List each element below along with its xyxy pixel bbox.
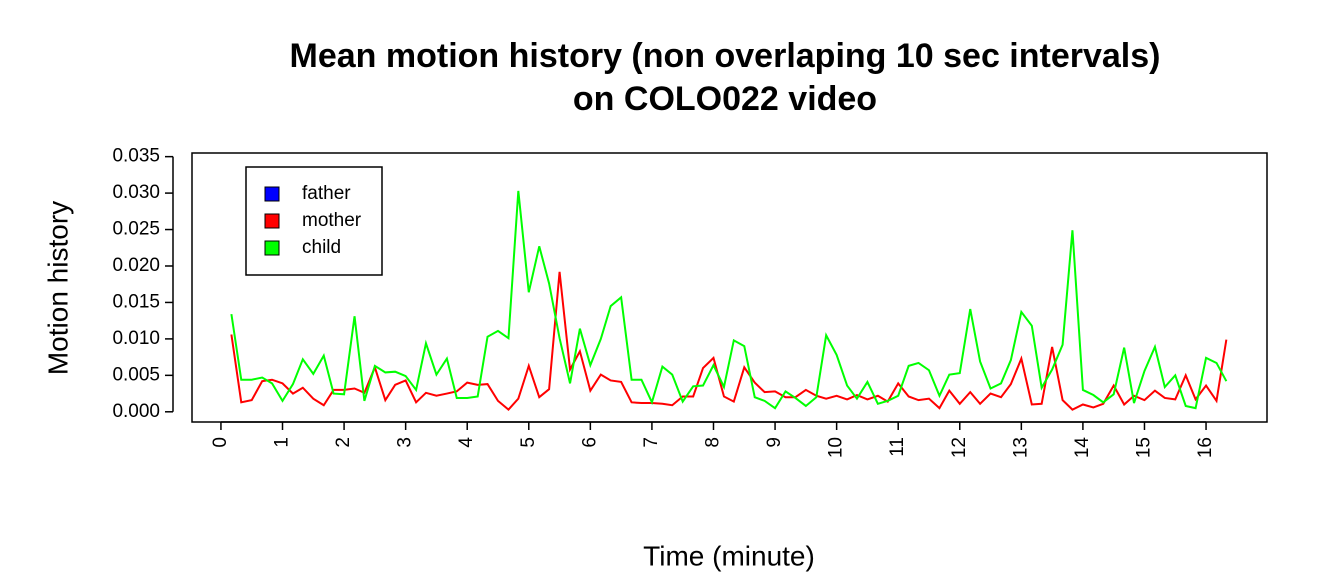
y-tick-label: 0.015 [112, 291, 160, 312]
chart-title: on COLO022 video [573, 80, 877, 118]
y-axis-label: Motion history [42, 201, 73, 375]
y-tick-label: 0.020 [112, 255, 160, 276]
x-axis-label: Time (minute) [643, 540, 815, 571]
legend-swatch [264, 186, 280, 202]
series-line [230, 271, 1228, 411]
legend-label: father [302, 183, 351, 204]
x-tick-label: 11 [887, 437, 908, 457]
y-tick-label: 0.005 [112, 364, 160, 385]
x-tick-label: 7 [641, 437, 662, 448]
legend-label: child [302, 237, 341, 258]
x-tick-label: 9 [764, 437, 785, 448]
x-tick-label: 0 [210, 437, 231, 448]
x-tick-label: 16 [1195, 437, 1216, 458]
x-tick-label: 8 [703, 437, 724, 448]
y-tick-label: 0.010 [112, 328, 160, 349]
x-tick-label: 5 [518, 437, 539, 448]
x-tick-label: 2 [333, 437, 354, 448]
legend-label: mother [302, 210, 362, 231]
x-tick-label: 4 [456, 437, 477, 448]
y-tick-label: 0.035 [112, 146, 160, 167]
x-tick-label: 6 [579, 437, 600, 448]
y-tick-label: 0.030 [112, 182, 160, 203]
x-tick-label: 1 [272, 437, 293, 448]
y-tick-label: 0.025 [112, 219, 160, 240]
x-tick-label: 12 [949, 437, 970, 458]
y-tick-label: 0.000 [112, 401, 160, 422]
legend-swatch [264, 213, 280, 229]
x-tick-label: 15 [1133, 437, 1154, 458]
x-tick-label: 14 [1072, 437, 1093, 459]
legend-swatch [264, 240, 280, 256]
chart-title: Mean motion history (non overlaping 10 s… [290, 37, 1161, 75]
x-tick-label: 13 [1010, 437, 1031, 458]
series-line [230, 190, 1228, 410]
x-tick-label: 10 [826, 437, 847, 458]
x-tick-label: 3 [395, 437, 416, 448]
